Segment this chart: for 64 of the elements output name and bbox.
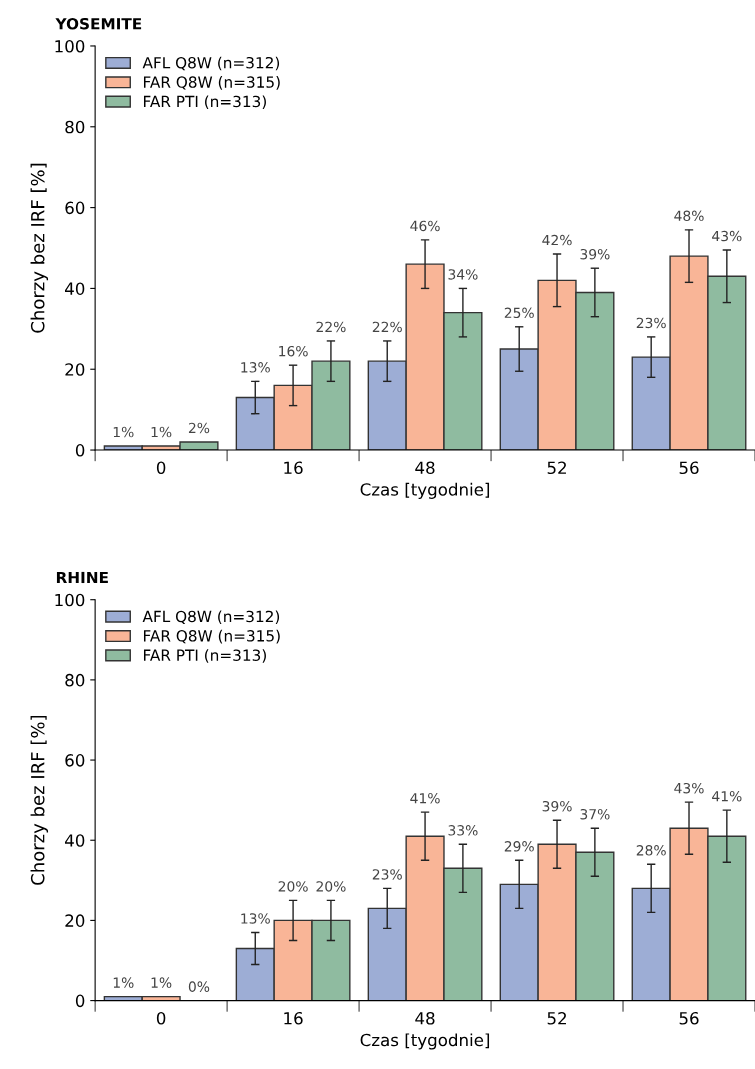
legend-label: FAR Q8W (n=315) — [143, 629, 280, 644]
legend-label: AFL Q8W (n=312) — [142, 56, 280, 71]
x-tick-label: 52 — [547, 1011, 566, 1025]
y-tick-label: 100 — [55, 593, 85, 607]
data-label: 13% — [241, 913, 270, 924]
x-tick-label: 52 — [547, 461, 566, 475]
x-tick-label: 48 — [415, 1011, 435, 1025]
x-axis-title: Czas [tygodnie] — [360, 482, 490, 499]
data-label: 23% — [636, 317, 666, 329]
y-tick-label: 80 — [65, 120, 85, 134]
data-label: 13% — [241, 362, 270, 373]
data-label: 1% — [113, 977, 134, 988]
x-tick-label: 16 — [284, 1011, 303, 1025]
data-label: 42% — [542, 234, 572, 246]
data-label: 23% — [372, 869, 402, 880]
x-tick-label: 0 — [156, 1011, 166, 1025]
data-label: 20% — [316, 881, 346, 892]
data-label: 46% — [410, 220, 440, 232]
data-label: 1% — [151, 426, 172, 438]
data-label: 22% — [372, 321, 402, 333]
y-tick-label: 40 — [65, 282, 85, 295]
y-tick-label: 20 — [65, 363, 85, 376]
data-label: 41% — [410, 792, 440, 804]
y-axis-title: Chorzy bez IRF [%] — [30, 163, 49, 333]
data-label: 39% — [542, 800, 572, 812]
legend-label: AFL Q8W (n=312) — [142, 610, 280, 625]
y-axis-title: Chorzy bez IRF [%] — [30, 715, 49, 885]
data-label: 34% — [448, 269, 478, 280]
chart-title: RHINE — [56, 571, 108, 584]
data-label: 33% — [448, 825, 478, 836]
y-tick-label: 100 — [55, 39, 85, 53]
data-label: 22% — [316, 321, 346, 333]
data-label: 29% — [504, 841, 534, 852]
data-label: 16% — [279, 345, 308, 357]
data-label: 37% — [580, 809, 610, 820]
legend-label: FAR PTI (n=313) — [143, 95, 266, 110]
y-tick-label: 40 — [65, 834, 85, 847]
x-tick-label: 56 — [679, 461, 699, 475]
y-tick-label: 0 — [75, 994, 85, 1008]
x-tick-label: 48 — [415, 461, 435, 475]
data-label: 1% — [113, 426, 134, 438]
chart-title: YOSEMITE — [55, 17, 142, 30]
legend-label: FAR PTI (n=313) — [143, 649, 266, 663]
y-tick-label: 60 — [65, 201, 85, 215]
data-label: 1% — [151, 977, 172, 988]
data-label: 39% — [580, 248, 610, 260]
data-label: 25% — [504, 307, 534, 319]
y-tick-label: 80 — [65, 673, 85, 687]
data-label: 0% — [188, 981, 210, 992]
y-tick-label: 0 — [75, 444, 85, 457]
x-tick-label: 16 — [284, 461, 303, 475]
data-label: 28% — [636, 845, 666, 856]
x-axis-title: Czas [tygodnie] — [360, 1033, 490, 1050]
y-tick-label: 20 — [65, 914, 85, 927]
data-label: 43% — [674, 782, 704, 794]
data-label: 48% — [674, 210, 704, 222]
x-tick-label: 0 — [156, 461, 166, 475]
y-tick-label: 60 — [65, 754, 85, 767]
data-label: 20% — [278, 881, 308, 892]
x-tick-label: 56 — [679, 1011, 699, 1025]
data-label: 41% — [712, 790, 742, 802]
data-label: 2% — [188, 422, 210, 434]
legend-label: FAR Q8W (n=315) — [143, 76, 280, 90]
data-label: 43% — [712, 230, 742, 242]
